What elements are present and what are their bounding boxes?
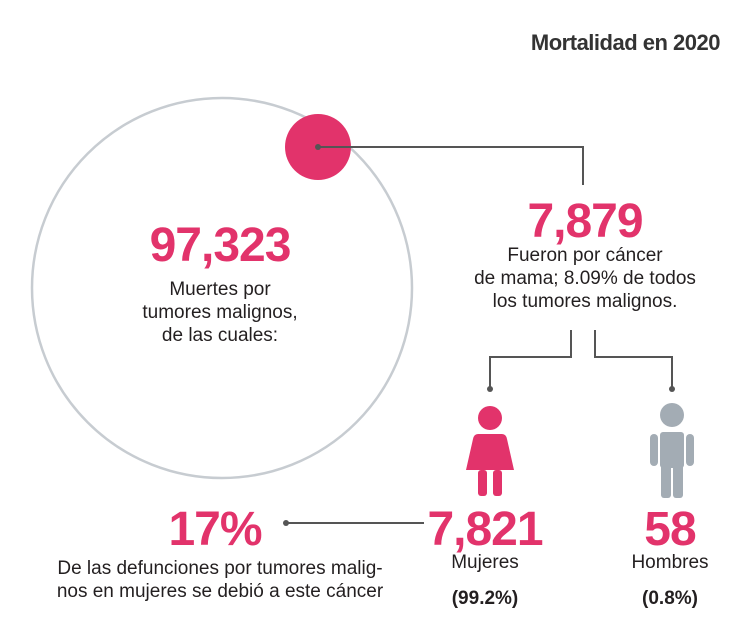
- share-value: 17%: [168, 503, 262, 556]
- total-deaths-value: 97,323: [149, 219, 292, 272]
- total-deaths-description: Muertes por tumores malignos, de las cua…: [95, 278, 345, 347]
- connector-dot-men: [669, 386, 675, 392]
- man-icon: [650, 403, 694, 498]
- breast-cancer-value: 7,879: [527, 195, 643, 248]
- total-desc-line: de las cuales:: [161, 325, 279, 346]
- connector-dot-share: [283, 520, 289, 526]
- connector-breast: [318, 146, 584, 185]
- connector-men: [594, 330, 673, 388]
- men-percent: (0.8%): [642, 588, 698, 609]
- women-label: Mujeres: [451, 552, 519, 573]
- women-value: 7,821: [427, 503, 543, 556]
- breast-desc-line: Fueron por cáncer: [507, 245, 663, 266]
- infographic-title: Mortalidad en 2020: [530, 30, 721, 55]
- woman-icon: [466, 406, 514, 496]
- men-value: 58: [644, 503, 696, 556]
- connector-dot-breast: [315, 144, 321, 150]
- breast-desc-line: de mama; 8.09% de todos: [474, 268, 696, 289]
- men-label: Hombres: [631, 552, 709, 573]
- share-desc-line: De las defunciones por tumores malig-: [57, 558, 383, 579]
- share-desc-line: nos en mujeres se debió a este cáncer: [56, 581, 384, 602]
- women-percent: (99.2%): [451, 588, 519, 609]
- connector-dot-women: [487, 386, 493, 392]
- connector-women: [489, 330, 572, 388]
- share-description: De las defunciones por tumores malig- no…: [20, 557, 420, 603]
- total-desc-line: tumores malignos,: [142, 302, 298, 323]
- total-desc-line: Muertes por: [169, 279, 271, 300]
- total-circle: [30, 96, 414, 480]
- breast-cancer-description: Fueron por cáncer de mama; 8.09% de todo…: [450, 244, 720, 313]
- breast-desc-line: los tumores malignos.: [492, 291, 678, 312]
